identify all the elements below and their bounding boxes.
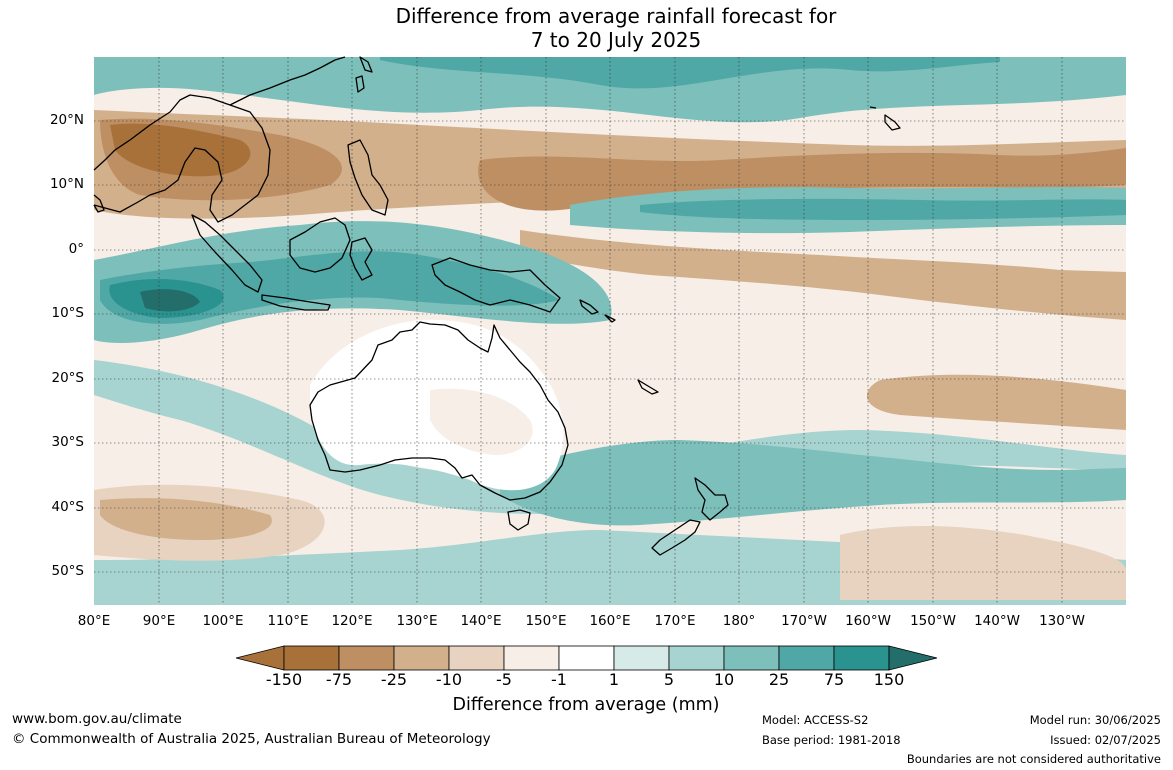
map-title: Difference from average rainfall forecas… [0, 4, 1173, 52]
lat-label-10s: 10°S [51, 305, 85, 321]
equatorial-dry-band [520, 230, 1126, 320]
disclaimer-text: Boundaries are not considered authoritat… [906, 752, 1161, 766]
lon-label-150w: 150°W [910, 613, 956, 629]
colorbar-tick-label: -5 [496, 670, 512, 689]
southern-ocean-dry-core [100, 498, 272, 540]
colorbar-cell-1 [283, 645, 340, 671]
colorbar-tick-label: 150 [873, 670, 905, 689]
lon-label-160e: 160°E [589, 613, 631, 629]
new-guinea-coastline [431, 257, 561, 313]
lon-label-110e: 110°E [267, 613, 309, 629]
copyright-text: © Commonwealth of Australia 2025, Austra… [12, 731, 491, 747]
colorbar-title: Difference from average (mm) [452, 695, 720, 715]
new-zealand-south [651, 519, 701, 556]
philippines-coastline [347, 139, 389, 216]
lat-label-20s: 20°S [51, 370, 85, 386]
lon-label-120e: 120°E [331, 613, 373, 629]
colorbar-tick-label: -10 [435, 670, 463, 689]
australia-coastline [309, 321, 569, 501]
lat-label-40s: 40°S [51, 499, 85, 515]
lon-label-140w: 140°W [974, 613, 1020, 629]
tasman-wet-core [500, 440, 1126, 526]
sri-lanka-coastline [93, 194, 105, 213]
lat-label-20n: 20°N [49, 112, 84, 128]
colorbar-tick-label: 25 [768, 670, 790, 689]
colorbar-tick-label: 1 [608, 670, 620, 689]
colorbar-low-extend [235, 645, 285, 671]
north-dry-darkest [110, 123, 251, 177]
lon-label-140e: 140°E [460, 613, 502, 629]
lon-label-130w: 130°W [1039, 613, 1085, 629]
japan-coastline [359, 56, 373, 73]
lat-label-0: 0° [68, 241, 84, 257]
colorbar-tick-label: -150 [265, 670, 303, 689]
colorbar-high-extend [888, 645, 938, 671]
solomon-islands-coastline [579, 299, 616, 323]
colorbar-cell-11 [833, 645, 890, 671]
lon-label-170e: 170°E [654, 613, 696, 629]
south-pacific-dry-2 [866, 374, 1126, 430]
lon-label-150e: 150°E [525, 613, 567, 629]
colorbar-cell-7 [613, 645, 670, 671]
lon-label-170w: 170°W [781, 613, 827, 629]
hawaii-coastline [869, 106, 901, 131]
new-zealand-north [694, 477, 729, 521]
tasmania-coastline [507, 509, 531, 531]
website-link[interactable]: www.bom.gov.au/climate [12, 711, 182, 727]
lon-label-160w: 160°W [845, 613, 891, 629]
colorbar-cell-5 [503, 645, 560, 671]
model-text: Model: ACCESS-S2 [762, 713, 869, 727]
issued-text: Issued: 02/07/2025 [1050, 733, 1161, 747]
lon-label-130e: 130°E [396, 613, 438, 629]
indian-ocean-wet-peak [140, 289, 200, 312]
colorbar-cell-9 [723, 645, 780, 671]
colorbar-cell-4 [448, 645, 505, 671]
lat-label-50s: 50°S [51, 563, 85, 579]
map-field [94, 57, 1126, 605]
colorbar-cell-6 [558, 645, 615, 671]
south-pacific-dry [840, 525, 1126, 600]
colorbar-cell-3 [393, 645, 450, 671]
lon-label-90e: 90°E [142, 613, 176, 629]
map-gridlines [94, 57, 1126, 605]
base-period-text: Base period: 1981-2018 [762, 733, 901, 747]
north-wet-core [380, 57, 1000, 89]
borneo-coastline [289, 217, 351, 273]
lon-label-80e: 80°E [77, 613, 111, 629]
model-run-text: Model run: 30/06/2025 [1029, 713, 1161, 727]
colorbar-cell-8 [668, 645, 725, 671]
asia-mainland-coastline [93, 56, 346, 223]
itcz-wet-core [640, 198, 1126, 220]
colorbar-tick-label: 10 [713, 670, 735, 689]
sumatra-coastline [191, 214, 263, 293]
title-line-1: Difference from average rainfall forecas… [395, 4, 837, 28]
new-caledonia-coastline [637, 379, 659, 395]
colorbar-tick-label: -1 [551, 670, 567, 689]
coastlines [93, 56, 901, 556]
taiwan-coastline [355, 75, 365, 93]
lat-label-30s: 30°S [51, 434, 85, 450]
java-coastline [261, 294, 331, 311]
australia-dry-patch [430, 388, 533, 455]
colorbar-tick-label: -75 [325, 670, 353, 689]
lat-label-10n: 10°N [49, 176, 84, 192]
lon-label-180: 180° [722, 613, 756, 629]
colorbar-tick-label: -25 [380, 670, 408, 689]
lon-label-100e: 100°E [202, 613, 244, 629]
colorbar-tick-label: 5 [663, 670, 675, 689]
title-line-2: 7 to 20 July 2025 [530, 28, 702, 52]
colorbar [235, 645, 938, 671]
colorbar-tick-label: 75 [823, 670, 845, 689]
colorbar-cell-10 [778, 645, 835, 671]
sulawesi-coastline [349, 237, 373, 281]
colorbar-cell-2 [338, 645, 395, 671]
